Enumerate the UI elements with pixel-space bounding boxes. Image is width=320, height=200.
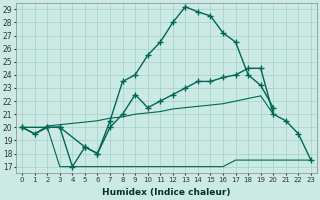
- X-axis label: Humidex (Indice chaleur): Humidex (Indice chaleur): [102, 188, 231, 197]
